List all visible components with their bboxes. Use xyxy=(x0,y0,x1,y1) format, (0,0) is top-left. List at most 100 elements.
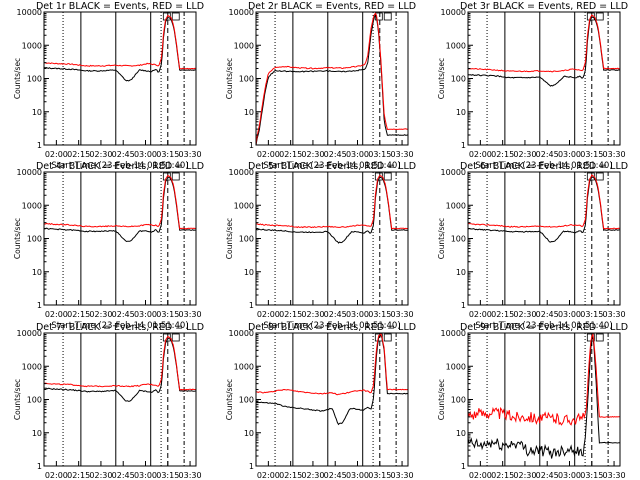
y-tick-label: 10 xyxy=(244,429,254,438)
y-tick-label: 10 xyxy=(32,108,42,117)
panel-det-5: Det 5r BLACK = Events, RED = LLD 1 10 100 10… xyxy=(225,161,416,331)
x-axis-label: Start Time (23-Feb-14 01:51:40) xyxy=(475,321,612,331)
x-tick-label: 02:30 xyxy=(513,310,536,319)
x-tick-label: 03:15 xyxy=(580,150,603,159)
y-axis-label: Counts/sec xyxy=(225,379,234,420)
x-tick-label: 02:30 xyxy=(301,310,324,319)
x-tick-label: 02:15 xyxy=(279,150,302,159)
x-tick-label: 02:45 xyxy=(324,310,347,319)
x-tick-label: 02:00 xyxy=(45,310,68,319)
y-tick-label: 100 xyxy=(239,75,254,84)
x-tick-label: 03:00 xyxy=(346,310,369,319)
x-tick-label: 02:15 xyxy=(67,310,90,319)
x-tick-label: 03:15 xyxy=(156,150,179,159)
flag-box-icon xyxy=(595,12,604,21)
y-tick-label: 100 xyxy=(451,396,466,405)
x-tick-label: 03:15 xyxy=(368,471,391,480)
y-tick-label: 1000 xyxy=(234,201,254,210)
series-events-line xyxy=(44,16,196,82)
y-tick-label: 1 xyxy=(37,462,42,471)
panel-title: Det 6r BLACK = Events, RED = LLD xyxy=(460,161,628,172)
x-tick-label: 03:30 xyxy=(603,471,626,480)
y-tick-label: 1000 xyxy=(446,41,466,50)
flag-box-icon xyxy=(383,172,392,181)
x-tick-label: 03:15 xyxy=(580,471,603,480)
x-axis-label: Start Time (23-Feb-14 01:51:40) xyxy=(263,161,400,171)
y-tick-label: 100 xyxy=(27,235,42,244)
x-tick-label: 03:30 xyxy=(391,310,414,319)
y-axis-label: Counts/sec xyxy=(13,379,22,420)
y-tick-label: 10000 xyxy=(229,329,254,338)
y-tick-label: 10 xyxy=(244,268,254,277)
y-tick-label: 1000 xyxy=(446,201,466,210)
flag-box-icon xyxy=(383,12,392,21)
x-tick-label: 02:30 xyxy=(301,150,324,159)
x-tick-label: 02:00 xyxy=(257,471,280,480)
series-lld-line xyxy=(468,14,620,73)
x-axis-label: Start Time (23-Feb-14 01:51:40) xyxy=(475,161,612,171)
x-tick-label: 02:30 xyxy=(89,471,112,480)
y-tick-label: 1 xyxy=(249,301,254,310)
x-tick-label: 02:00 xyxy=(469,150,492,159)
y-tick-label: 10 xyxy=(456,108,466,117)
x-tick-label: 03:15 xyxy=(580,310,603,319)
series-events-line xyxy=(256,176,408,244)
x-tick-label: 03:15 xyxy=(156,471,179,480)
x-tick-label: 02:45 xyxy=(112,150,135,159)
flag-box-icon xyxy=(171,12,180,21)
series-events-line xyxy=(44,337,196,402)
x-tick-label: 02:00 xyxy=(45,150,68,159)
series-lld-line xyxy=(256,174,408,230)
panel-det-9: Det 9r BLACK = Events, RED = LLD 1 10 100 10… xyxy=(437,322,628,480)
panel-det-7: Det 7r BLACK = Events, RED = LLD 1 10 100 10… xyxy=(13,322,204,480)
x-tick-label: 02:45 xyxy=(536,471,559,480)
x-tick-label: 02:45 xyxy=(536,150,559,159)
y-tick-label: 10 xyxy=(244,108,254,117)
x-tick-label: 03:00 xyxy=(558,150,581,159)
flag-box-icon xyxy=(171,333,180,342)
x-tick-label: 03:30 xyxy=(603,310,626,319)
x-tick-label: 02:00 xyxy=(257,150,280,159)
panel-title: Det 1r BLACK = Events, RED = LLD xyxy=(36,1,204,12)
panel-det-8: Det 8r BLACK = Events, RED = LLD 1 10 100 10… xyxy=(225,322,416,480)
series-lld-line xyxy=(44,174,196,230)
y-tick-label: 1 xyxy=(37,141,42,150)
panel-det-1: Det 1r BLACK = Events, RED = LLD 1 10 100 10… xyxy=(13,1,204,171)
panel-title: Det 3r BLACK = Events, RED = LLD xyxy=(460,1,628,12)
series-lld-line xyxy=(468,333,620,426)
x-tick-label: 02:45 xyxy=(112,471,135,480)
y-axis-label: Counts/sec xyxy=(437,379,446,420)
x-tick-label: 02:45 xyxy=(324,150,347,159)
y-tick-label: 10000 xyxy=(17,168,42,177)
x-tick-label: 02:15 xyxy=(67,471,90,480)
panel-title: Det 9r BLACK = Events, RED = LLD xyxy=(460,322,628,333)
y-tick-label: 100 xyxy=(239,396,254,405)
x-tick-label: 02:30 xyxy=(89,150,112,159)
y-tick-label: 10 xyxy=(32,268,42,277)
x-tick-label: 03:30 xyxy=(179,150,202,159)
x-tick-label: 03:00 xyxy=(558,471,581,480)
y-tick-label: 1 xyxy=(461,462,466,471)
series-lld-line xyxy=(44,335,196,391)
y-tick-label: 10000 xyxy=(17,329,42,338)
y-tick-label: 1 xyxy=(461,301,466,310)
x-tick-label: 03:15 xyxy=(156,310,179,319)
panel-title: Det 8r BLACK = Events, RED = LLD xyxy=(248,322,416,333)
series-events-line xyxy=(44,176,196,243)
x-tick-label: 03:00 xyxy=(346,150,369,159)
y-tick-label: 10000 xyxy=(229,8,254,17)
y-tick-label: 10000 xyxy=(441,168,466,177)
y-tick-label: 10000 xyxy=(441,8,466,17)
y-tick-label: 1000 xyxy=(22,201,42,210)
x-tick-label: 03:00 xyxy=(558,310,581,319)
x-tick-label: 02:45 xyxy=(536,310,559,319)
series-lld-line xyxy=(256,333,408,396)
y-tick-label: 1000 xyxy=(234,41,254,50)
x-axis-label: Start Time (23-Feb-14 01:51:40) xyxy=(263,321,400,331)
x-tick-label: 02:30 xyxy=(89,310,112,319)
flag-box-icon xyxy=(374,12,383,21)
y-tick-label: 1 xyxy=(461,141,466,150)
y-axis-label: Counts/sec xyxy=(225,218,234,259)
y-tick-label: 10000 xyxy=(441,329,466,338)
y-tick-label: 100 xyxy=(27,396,42,405)
